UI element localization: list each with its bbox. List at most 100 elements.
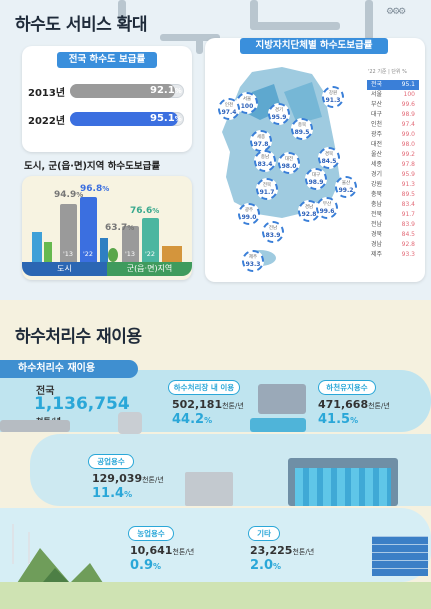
region-row: 광주 99.0 [367,130,419,140]
marker-region: 강원 [328,91,338,96]
reuse-tag-industrial: 공업용수 [88,454,134,469]
map-marker: 충북 89.5 [291,118,313,140]
region-value: 89.5 [401,191,415,198]
marker-value: 83.4 [257,161,273,168]
map-marker: 충남 83.4 [254,150,276,172]
sewer-service-section: ⚙⚙⚙ 하수도 서비스 확대 전국 하수도 보급률 2013년 92.1% 20… [0,0,431,300]
building-icon [44,242,52,262]
pipe-decoration [365,0,373,40]
region-name: 전남 [371,221,383,228]
bar-value: 95.1% [150,113,182,124]
wind-turbine-icon [28,532,30,564]
card-heading: 전국 하수도 보급률 [57,52,157,68]
reuse-value-agricultural: 10,641천톤/년 [130,544,195,557]
ground-strip [0,582,431,609]
dam-water-icon [295,468,391,506]
map-marker: 부산 99.6 [316,197,338,219]
map-marker: 강원 91.3 [322,86,344,108]
region-name: 부산 [371,101,383,108]
group-label-city: 도시 [22,262,107,276]
tree-icon [108,248,118,262]
region-name: 광주 [371,131,383,138]
pipe-decoration [160,34,220,41]
solar-panel-icon [372,536,428,576]
region-row: 서울 100 [367,90,419,100]
national-coverage-card: 전국 하수도 보급률 2013년 92.1% 2022년 95.1% [22,46,192,152]
region-row: 경남 92.8 [367,240,419,250]
bar-city-2022 [80,197,97,262]
region-name: 경기 [371,171,383,178]
wind-turbine-icon [12,524,14,564]
region-name: 충남 [371,201,383,208]
map-marker: 경북 84.5 [318,147,340,169]
region-row: 울산 99.2 [367,150,419,160]
treatment-plant-icon [258,384,306,414]
region-name: 인천 [371,121,383,128]
marker-region: 대전 [284,157,294,162]
region-row: 충남 83.4 [367,200,419,210]
marker-region: 경북 [324,152,334,157]
outfall-pipe [0,420,70,432]
building-icon [32,232,42,262]
pipe-decoration [118,0,126,22]
river-band [0,508,431,582]
map-marker: 대전 98.0 [278,152,300,174]
region-row: 전남 83.9 [367,220,419,230]
marker-region: 대구 [311,173,321,178]
region-value: 91.7 [401,211,415,218]
region-row: 전북 91.7 [367,210,419,220]
region-name: 경남 [371,241,383,248]
total-label: 전국 [36,386,55,397]
region-value: 95.9 [401,171,415,178]
bar-2022 [70,112,178,126]
year-tick: '22 [145,250,156,258]
reuse-value-plant: 502,181천톤/년 [172,398,244,411]
value-city-2022: 96.8% [80,184,110,194]
reuse-tag-other: 기타 [248,526,280,541]
outfall-pipe [118,412,142,434]
map-marker: 세종 97.8 [250,130,272,152]
region-name: 전북 [371,211,383,218]
marker-region: 세종 [256,135,266,140]
region-row: 인천 97.4 [367,120,419,130]
reuse-pct-agricultural: 0.9% [130,558,162,573]
reuse-pct-other: 2.0% [250,558,282,573]
region-name: 세종 [371,161,383,168]
region-name: 경북 [371,231,383,238]
marker-region: 경기 [274,108,284,113]
year-tick: '13 [63,250,74,258]
value-rural-2022: 76.6% [130,206,160,216]
map-marker: 제주 93.3 [242,250,264,272]
marker-region: 경남 [304,205,314,210]
marker-value: 93.3 [245,261,261,268]
region-name: 강원 [371,181,383,188]
map-marker: 전남 83.9 [262,221,284,243]
total-value: 1,136,754 [34,394,130,414]
region-row: 경북 84.5 [367,230,419,240]
marker-region: 서울 [242,97,252,102]
region-row: 충북 89.5 [367,190,419,200]
region-value: 98.9 [401,111,415,118]
marker-value: 91.3 [325,97,341,104]
region-row: 전국 95.1 [367,80,419,90]
map-marker: 광주 99.0 [238,203,260,225]
region-row: 제주 93.3 [367,250,419,260]
region-row: 부산 99.6 [367,100,419,110]
reuse-tag-river: 하천유지용수 [318,380,376,395]
reuse-pct-industrial: 11.4% [92,486,133,501]
region-value: 99.0 [401,131,415,138]
bar-rural-2013 [122,226,139,262]
marker-value: 99.6 [319,208,335,215]
region-name: 울산 [371,151,383,158]
reuse-tag-plant: 하수처리장 내 이용 [168,380,240,395]
region-value: 95.1 [401,81,415,88]
marker-value: 83.9 [265,232,281,239]
marker-value: 92.8 [301,211,317,218]
marker-value: 97.4 [221,109,237,116]
reuse-pct-river: 41.5% [318,412,359,427]
region-value: 92.8 [401,241,415,248]
card-heading: 지방자치단체별 하수도보급률 [240,38,388,54]
value-rural-2013: 63.7% [105,223,135,233]
marker-region: 전남 [268,226,278,231]
bar-city-2013 [60,204,77,262]
